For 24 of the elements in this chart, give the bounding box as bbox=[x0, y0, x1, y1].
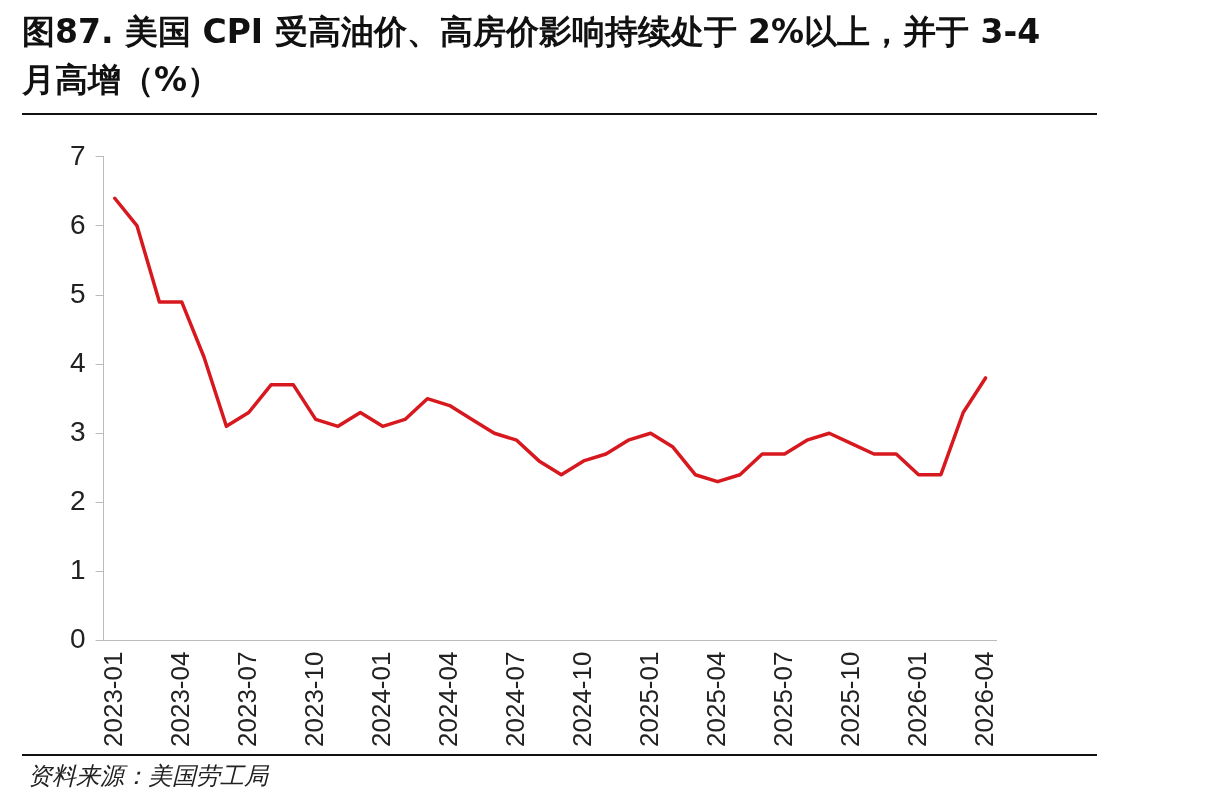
y-tick-label: 0 bbox=[69, 623, 86, 655]
x-tick-label: 2026-04 bbox=[968, 651, 999, 747]
x-tick-label: 2025-04 bbox=[700, 651, 731, 747]
x-tick-label: 2024-07 bbox=[499, 651, 530, 747]
y-tick-label: 3 bbox=[69, 415, 86, 447]
y-tick-label: 4 bbox=[69, 346, 86, 378]
y-tick-label: 6 bbox=[69, 208, 86, 240]
y-tick-label: 5 bbox=[69, 277, 86, 309]
chart-title: 图87. 美国 CPI 受高油价、高房价影响持续处于 2%以上，并于 3-4 月高增（%） bbox=[22, 11, 1042, 101]
x-tick-label: 2023-07 bbox=[231, 651, 262, 747]
text: 资料来源：美国劳工局 bbox=[28, 761, 268, 792]
y-tick-label: 1 bbox=[69, 554, 86, 586]
x-tick-label: 2025-10 bbox=[834, 651, 865, 747]
x-tick-label: 2024-04 bbox=[432, 651, 463, 747]
x-tick-label: 2024-10 bbox=[566, 651, 597, 747]
x-tick-label: 2023-01 bbox=[97, 651, 128, 747]
y-tick-label: 7 bbox=[69, 139, 86, 171]
x-tick-label: 2023-10 bbox=[298, 651, 329, 747]
x-tick-label: 2026-01 bbox=[901, 651, 932, 747]
x-tick-label: 2024-01 bbox=[365, 651, 396, 747]
x-tick-label: 2025-07 bbox=[767, 651, 798, 747]
x-tick-label: 2025-01 bbox=[633, 651, 664, 747]
x-tick-label: 2023-04 bbox=[164, 651, 195, 747]
y-tick-label: 2 bbox=[69, 485, 86, 517]
